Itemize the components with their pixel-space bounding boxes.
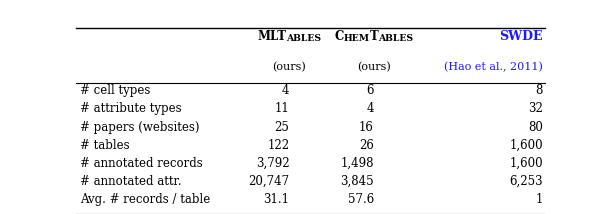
Text: # annotated attr.: # annotated attr. [81, 175, 182, 188]
Text: 6: 6 [367, 84, 374, 97]
Text: MLT: MLT [258, 30, 287, 43]
Text: # tables: # tables [81, 139, 130, 152]
Text: 122: 122 [267, 139, 290, 152]
Text: # annotated records: # annotated records [81, 157, 203, 170]
Text: (ours): (ours) [357, 61, 391, 72]
Text: 4: 4 [282, 84, 290, 97]
Text: 1,600: 1,600 [510, 157, 543, 170]
Text: 8: 8 [536, 84, 543, 97]
Text: 16: 16 [359, 121, 374, 134]
Text: 80: 80 [528, 121, 543, 134]
Text: 26: 26 [359, 139, 374, 152]
Text: # cell types: # cell types [81, 84, 151, 97]
Text: (Hao et al., 2011): (Hao et al., 2011) [444, 61, 543, 72]
Text: 3,845: 3,845 [341, 175, 374, 188]
Text: ABLES: ABLES [287, 34, 321, 43]
Text: 20,747: 20,747 [248, 175, 290, 188]
Text: 31.1: 31.1 [264, 193, 290, 206]
Text: 3,792: 3,792 [256, 157, 290, 170]
Text: 32: 32 [528, 103, 543, 116]
Text: 6,253: 6,253 [510, 175, 543, 188]
Text: C: C [335, 30, 344, 43]
Text: HEM: HEM [344, 34, 370, 43]
Text: 25: 25 [275, 121, 290, 134]
Text: 4: 4 [367, 103, 374, 116]
Text: # papers (websites): # papers (websites) [81, 121, 200, 134]
Text: 1,498: 1,498 [341, 157, 374, 170]
Text: (ours): (ours) [273, 61, 306, 72]
Text: T: T [370, 30, 379, 43]
Text: 57.6: 57.6 [348, 193, 374, 206]
Text: ABLES: ABLES [379, 34, 413, 43]
Text: Avg. # records / table: Avg. # records / table [81, 193, 211, 206]
Text: SWDE: SWDE [499, 30, 543, 43]
Text: 11: 11 [275, 103, 290, 116]
Text: 1: 1 [536, 193, 543, 206]
Text: # attribute types: # attribute types [81, 103, 182, 116]
Text: 1,600: 1,600 [510, 139, 543, 152]
